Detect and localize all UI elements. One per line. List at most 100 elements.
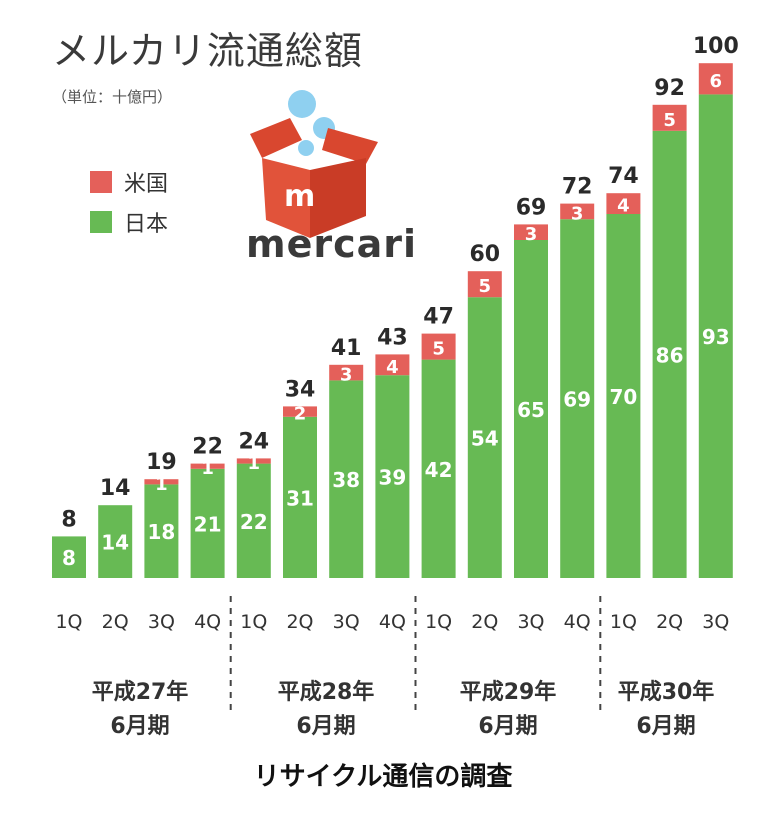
bar-japan-14 xyxy=(698,94,733,579)
group-label-h27-period: 6月期 xyxy=(110,714,170,739)
group-label-h27: 平成27年 6月期 xyxy=(80,676,200,744)
data-label-japan-5: 31 xyxy=(286,486,314,510)
data-label-us-11: 3 xyxy=(571,203,584,224)
bar-japan-6 xyxy=(329,380,364,578)
category-label-11: 4Q xyxy=(564,611,591,633)
bar-japan-10 xyxy=(514,240,548,578)
bar-us-3 xyxy=(190,463,225,469)
group-label-h27-year: 平成27年 xyxy=(91,680,189,705)
bar-japan-0 xyxy=(52,536,86,578)
total-label-1: 14 xyxy=(100,476,131,501)
bar-us-4 xyxy=(236,458,271,464)
unit-note: （単位：十億円） xyxy=(52,88,173,106)
data-label-us-10: 3 xyxy=(525,224,538,245)
logo-mark-text: m xyxy=(284,179,315,214)
legend-swatch-japan xyxy=(90,211,112,233)
bar-us-14 xyxy=(698,63,733,95)
data-label-japan-7: 39 xyxy=(378,466,406,490)
total-label-8: 47 xyxy=(423,305,454,330)
mercari-box-logo-icon: m xyxy=(250,90,378,238)
data-label-japan-14: 93 xyxy=(702,325,730,349)
group-label-h29-period: 6月期 xyxy=(478,714,538,739)
group-label-h28-period: 6月期 xyxy=(296,714,356,739)
bar-japan-7 xyxy=(375,375,410,578)
category-label-6: 3Q xyxy=(333,611,360,633)
data-label-japan-10: 65 xyxy=(517,398,545,422)
category-label-14: 3Q xyxy=(702,611,729,633)
bar-us-10 xyxy=(514,224,548,240)
category-label-12: 1Q xyxy=(610,611,637,633)
chart-title: メルカリ流通総額 xyxy=(52,29,363,73)
total-label-0: 8 xyxy=(61,507,76,532)
data-label-us-7: 4 xyxy=(386,357,399,378)
bar-japan-8 xyxy=(421,359,456,578)
data-label-us-12: 4 xyxy=(617,196,630,217)
bar-japan-11 xyxy=(560,219,595,578)
data-label-japan-11: 69 xyxy=(563,388,591,412)
total-label-6: 41 xyxy=(331,336,362,361)
legend-label-us: 米国 xyxy=(124,172,169,197)
data-label-japan-8: 42 xyxy=(425,458,453,482)
legend: 米国 日本 xyxy=(90,162,168,242)
data-label-japan-12: 70 xyxy=(609,385,637,409)
bar-us-2 xyxy=(144,479,179,485)
group-label-h29-year: 平成29年 xyxy=(459,680,557,705)
bar-japan-4 xyxy=(236,463,271,578)
data-label-japan-2: 18 xyxy=(147,520,175,544)
group-label-h29: 平成29年 6月期 xyxy=(448,676,568,744)
total-label-14: 100 xyxy=(693,34,739,59)
category-label-4: 1Q xyxy=(240,611,267,633)
data-label-japan-0: 8 xyxy=(62,546,76,570)
data-label-us-6: 3 xyxy=(340,365,353,386)
category-label-7: 4Q xyxy=(379,611,406,633)
bar-us-8 xyxy=(421,333,456,360)
data-label-us-8: 5 xyxy=(432,339,445,360)
category-label-8: 1Q xyxy=(425,611,452,633)
category-label-1: 2Q xyxy=(102,611,129,633)
data-label-us-4: 1 xyxy=(248,453,261,474)
data-label-us-5: 2 xyxy=(294,404,307,425)
data-label-japan-3: 21 xyxy=(194,512,222,536)
bar-us-9 xyxy=(467,271,502,298)
group-label-h30: 平成30年 6月期 xyxy=(606,676,726,744)
bar-japan-13 xyxy=(652,130,687,579)
data-label-japan-4: 22 xyxy=(240,510,268,534)
total-label-4: 24 xyxy=(238,429,269,454)
bar-japan-12 xyxy=(606,214,641,578)
total-label-9: 60 xyxy=(469,242,500,267)
total-label-5: 34 xyxy=(285,377,316,402)
total-label-7: 43 xyxy=(377,325,408,350)
bar-japan-3 xyxy=(190,468,225,578)
mercari-wordmark: mercari xyxy=(246,222,418,266)
total-label-13: 92 xyxy=(654,76,685,101)
category-label-13: 2Q xyxy=(656,611,683,633)
group-label-h30-year: 平成30年 xyxy=(617,680,715,705)
category-label-0: 1Q xyxy=(55,611,82,633)
legend-item-us: 米国 xyxy=(90,162,168,202)
category-label-5: 2Q xyxy=(286,611,313,633)
category-label-9: 2Q xyxy=(471,611,498,633)
bar-japan-9 xyxy=(467,297,502,578)
total-label-2: 19 xyxy=(146,450,177,475)
data-label-us-14: 6 xyxy=(710,71,723,92)
bar-us-6 xyxy=(329,364,364,381)
bar-japan-5 xyxy=(283,416,317,578)
bar-us-13 xyxy=(652,104,687,131)
bar-us-11 xyxy=(560,203,595,220)
bar-us-12 xyxy=(606,193,641,214)
group-label-h28: 平成28年 6月期 xyxy=(266,676,386,744)
data-label-us-9: 5 xyxy=(479,276,492,297)
data-label-us-13: 5 xyxy=(663,110,676,131)
category-label-2: 3Q xyxy=(148,611,175,633)
group-label-h30-period: 6月期 xyxy=(636,714,696,739)
bar-us-7 xyxy=(375,354,410,376)
data-label-us-2: 1 xyxy=(155,474,168,495)
category-label-10: 3Q xyxy=(517,611,544,633)
legend-item-japan: 日本 xyxy=(90,202,168,242)
bar-japan-1 xyxy=(98,505,133,578)
group-label-h28-year: 平成28年 xyxy=(277,680,375,705)
legend-swatch-us xyxy=(90,171,112,193)
data-label-japan-1: 14 xyxy=(101,531,129,555)
data-label-japan-13: 86 xyxy=(656,343,684,367)
